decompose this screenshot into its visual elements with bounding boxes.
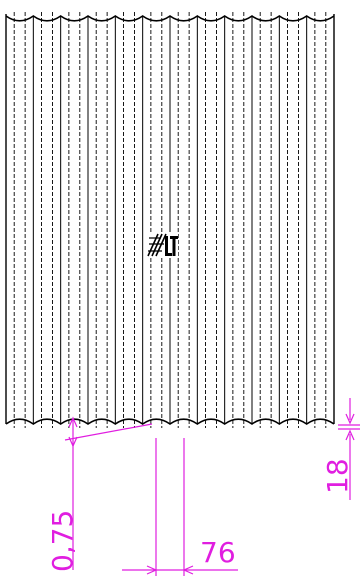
edge-offset-value: 18 — [321, 458, 354, 494]
edge-offset-dimension — [338, 398, 360, 500]
manufacturer-logo-icon — [146, 232, 178, 258]
wave-depth-dimension — [64, 416, 153, 570]
pitch-value: 76 — [200, 536, 236, 569]
wave-depth-value: 0,75 — [46, 510, 79, 572]
corrugated-sheet — [5, 12, 335, 428]
pitch-dimension — [122, 438, 238, 576]
rib-lines — [13, 12, 327, 428]
